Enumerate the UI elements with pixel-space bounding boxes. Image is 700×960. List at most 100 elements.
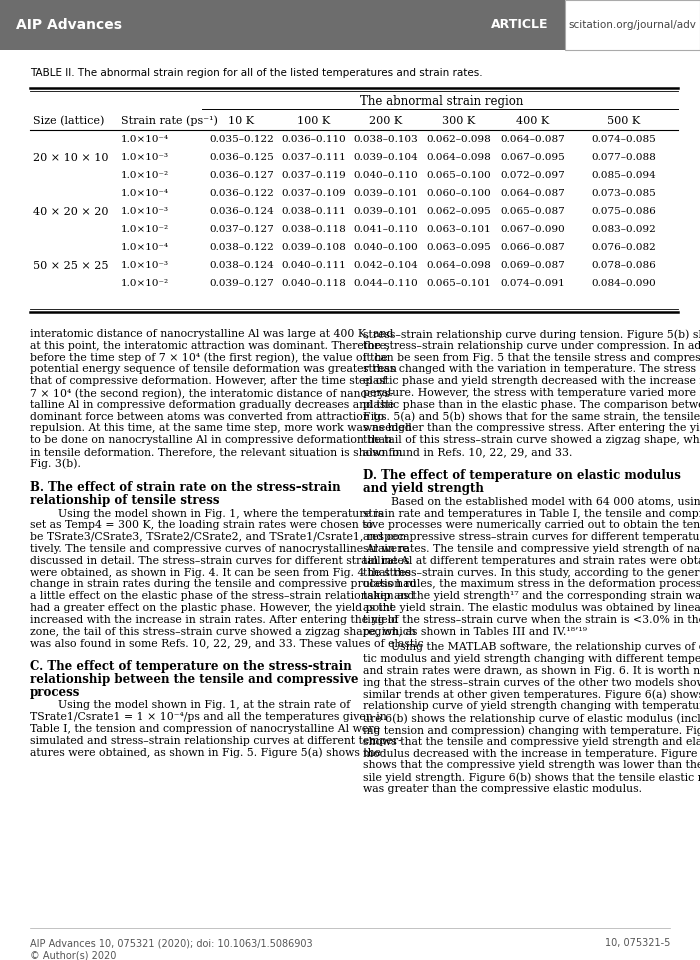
Text: AIP Advances: AIP Advances [16,18,122,32]
Text: 1.0×10⁻²: 1.0×10⁻² [121,226,169,234]
Text: © Author(s) 2020: © Author(s) 2020 [30,950,116,960]
Text: 7 × 10⁴ (the second region), the interatomic distance of nanocrys-: 7 × 10⁴ (the second region), the interat… [30,388,393,398]
Text: 1.0×10⁻⁴: 1.0×10⁻⁴ [121,189,169,199]
Text: 0.067–0.095: 0.067–0.095 [500,154,566,162]
Text: 0.062–0.095: 0.062–0.095 [426,207,491,217]
Text: D. The effect of temperature on elastic modulus: D. The effect of temperature on elastic … [363,468,681,482]
Text: to be done on nanocrystalline Al in compressive deformation than: to be done on nanocrystalline Al in comp… [30,435,392,445]
Text: Figs. 5(a) and 5(b) shows that for the same strain, the tensile stress: Figs. 5(a) and 5(b) shows that for the s… [363,412,700,422]
Text: tively. The tensile and compressive curves of nanocrystalline Al were: tively. The tensile and compressive curv… [30,544,409,554]
Text: stress changed with the variation in temperature. The stress of the: stress changed with the variation in tem… [363,365,700,374]
Text: 0.076–0.082: 0.076–0.082 [592,244,657,252]
Text: 0.037–0.127: 0.037–0.127 [209,226,274,234]
Text: 0.078–0.086: 0.078–0.086 [592,261,657,271]
Text: 0.074–0.091: 0.074–0.091 [500,279,566,289]
Text: 0.039–0.104: 0.039–0.104 [354,154,419,162]
Text: 0.072–0.097: 0.072–0.097 [500,172,566,180]
Text: set as Temp4 = 300 K, the loading strain rates were chosen to: set as Temp4 = 300 K, the loading strain… [30,520,373,530]
Text: 10, 075321-5: 10, 075321-5 [605,938,670,948]
Text: relationship between the tensile and compressive: relationship between the tensile and com… [30,673,358,686]
Text: was higher than the compressive stress. After entering the yield zone,: was higher than the compressive stress. … [363,423,700,433]
Text: The abnormal strain region: The abnormal strain region [360,94,523,108]
Text: the stress–strain relationship curve under compression. In addition,: the stress–strain relationship curve und… [363,341,700,350]
Text: strain rate and temperatures in Table I, the tensile and compres-: strain rate and temperatures in Table I,… [363,509,700,518]
Text: 0.039–0.127: 0.039–0.127 [209,279,274,289]
Text: sile yield strength. Figure 6(b) shows that the tensile elastic modulus: sile yield strength. Figure 6(b) shows t… [363,772,700,782]
Text: 0.063–0.101: 0.063–0.101 [426,226,491,234]
Text: 0.039–0.101: 0.039–0.101 [354,189,419,199]
Text: modulus decreased with the increase in temperature. Figure 6(a): modulus decreased with the increase in t… [363,749,700,759]
Text: 0.083–0.092: 0.083–0.092 [592,226,657,234]
Text: relationship of tensile stress: relationship of tensile stress [30,493,220,507]
Text: had a greater effect on the plastic phase. However, the yield point: had a greater effect on the plastic phas… [30,603,394,613]
Text: 0.038–0.124: 0.038–0.124 [209,261,274,271]
Text: it can be seen from Fig. 5 that the tensile stress and compressive: it can be seen from Fig. 5 that the tens… [363,352,700,363]
Text: TABLE II. The abnormal strain region for all of the listed temperatures and stra: TABLE II. The abnormal strain region for… [30,68,482,78]
Text: 0.036–0.124: 0.036–0.124 [209,207,274,217]
Text: and compressive stress–strain curves for different temperatures and: and compressive stress–strain curves for… [363,532,700,542]
Text: relationship curve of yield strength changing with temperature. Fig-: relationship curve of yield strength cha… [363,702,700,711]
Text: 0.035–0.122: 0.035–0.122 [209,135,274,145]
Text: 0.040–0.100: 0.040–0.100 [354,244,419,252]
Text: also found in Refs. 10, 22, 29, and 33.: also found in Refs. 10, 22, 29, and 33. [363,447,573,457]
Text: 0.036–0.110: 0.036–0.110 [281,135,346,145]
Text: taken as the yield strength¹⁷ and the corresponding strain was taken: taken as the yield strength¹⁷ and the co… [363,591,700,601]
Text: 0.038–0.118: 0.038–0.118 [281,226,346,234]
Text: 0.065–0.100: 0.065–0.100 [426,172,491,180]
Text: perature. However, the stress with temperature varied more in the: perature. However, the stress with tempe… [363,388,700,398]
Text: 10 K: 10 K [228,116,255,126]
Text: Size (lattice): Size (lattice) [33,116,104,126]
Text: strain rates. The tensile and compressive yield strength of nanocrys-: strain rates. The tensile and compressiv… [363,544,700,554]
Text: AIP Advances 10, 075321 (2020); doi: 10.1063/1.5086903: AIP Advances 10, 075321 (2020); doi: 10.… [30,938,313,948]
Text: 100 K: 100 K [298,116,330,126]
Text: Fig. 3(b).: Fig. 3(b). [30,459,81,469]
Text: 0.037–0.111: 0.037–0.111 [281,154,346,162]
Text: 20 × 10 × 10: 20 × 10 × 10 [33,153,108,163]
Text: 0.064–0.098: 0.064–0.098 [426,261,491,271]
Text: increased with the increase in strain rates. After entering the yield: increased with the increase in strain ra… [30,614,398,625]
Text: 0.069–0.087: 0.069–0.087 [500,261,566,271]
Text: similar trends at other given temperatures. Figure 6(a) shows the: similar trends at other given temperatur… [363,689,700,700]
Text: in tensile deformation. Therefore, the relevant situation is shown in: in tensile deformation. Therefore, the r… [30,447,402,457]
Bar [0,0,565,50]
Text: that of compressive deformation. However, after the time step of: that of compressive deformation. However… [30,376,386,386]
Text: was greater than the compressive elastic modulus.: was greater than the compressive elastic… [363,784,642,794]
Text: ulation rules, the maximum stress in the deformation process was: ulation rules, the maximum stress in the… [363,580,700,589]
Text: 0.067–0.090: 0.067–0.090 [500,226,566,234]
Text: 0.040–0.110: 0.040–0.110 [354,172,419,180]
Text: 0.084–0.090: 0.084–0.090 [592,279,657,289]
Text: a little effect on the elastic phase of the stress–strain relationship and: a little effect on the elastic phase of … [30,591,414,601]
Text: ing that the stress–strain curves of the other two models showed: ing that the stress–strain curves of the… [363,678,700,687]
Text: sive processes were numerically carried out to obtain the tensile: sive processes were numerically carried … [363,520,700,530]
Text: Based on the established model with 64 000 atoms, using the: Based on the established model with 64 0… [363,497,700,507]
Text: ARTICLE: ARTICLE [491,18,548,32]
Text: 1.0×10⁻²: 1.0×10⁻² [121,279,169,289]
Text: C. The effect of temperature on the stress-strain: C. The effect of temperature on the stre… [30,660,351,673]
Text: 0.036–0.127: 0.036–0.127 [209,172,274,180]
Text: shows that the tensile and compressive yield strength and elastic: shows that the tensile and compressive y… [363,737,700,747]
Text: 200 K: 200 K [370,116,402,126]
Text: 0.074–0.085: 0.074–0.085 [592,135,657,145]
Text: 0.036–0.125: 0.036–0.125 [209,154,274,162]
Text: 0.040–0.111: 0.040–0.111 [281,261,346,271]
Text: TSrate1/Csrate1 = 1 × 10⁻⁴/ps and all the temperatures given in: TSrate1/Csrate1 = 1 × 10⁻⁴/ps and all th… [30,712,386,722]
Text: process: process [30,686,80,699]
Text: 0.042–0.104: 0.042–0.104 [354,261,419,271]
Text: shows that the compressive yield strength was lower than the ten-: shows that the compressive yield strengt… [363,760,700,771]
Text: ure 6(b) shows the relationship curve of elastic modulus (includ-: ure 6(b) shows the relationship curve of… [363,713,700,724]
Text: be TSrate3/CSrate3, TSrate2/CSrate2, and TSrate1/Csrate1, respec-: be TSrate3/CSrate3, TSrate2/CSrate2, and… [30,532,407,542]
Text: region, as shown in Tables III and IV.¹⁸’¹⁹: region, as shown in Tables III and IV.¹⁸… [363,627,587,636]
Text: 40 × 20 × 20: 40 × 20 × 20 [33,207,108,217]
Text: talline Al at different temperatures and strain rates were obtained by: talline Al at different temperatures and… [363,556,700,565]
Text: 0.044–0.110: 0.044–0.110 [354,279,419,289]
Text: at this point, the interatomic attraction was dominant. Therefore,: at this point, the interatomic attractio… [30,341,389,350]
Text: change in strain rates during the tensile and compressive process had: change in strain rates during the tensil… [30,580,416,589]
Text: Table I, the tension and compression of nanocrystalline Al were: Table I, the tension and compression of … [30,724,380,733]
Text: 400 K: 400 K [517,116,550,126]
Text: scitation.org/journal/adv: scitation.org/journal/adv [568,20,696,30]
Text: discussed in detail. The stress–strain curves for different strain rates: discussed in detail. The stress–strain c… [30,556,409,565]
Text: 0.037–0.119: 0.037–0.119 [281,172,346,180]
Text: potential energy sequence of tensile deformation was greater than: potential energy sequence of tensile def… [30,365,397,374]
Text: were obtained, as shown in Fig. 4. It can be seen from Fig. 4 that the: were obtained, as shown in Fig. 4. It ca… [30,567,411,578]
Text: 0.077–0.088: 0.077–0.088 [592,154,657,162]
